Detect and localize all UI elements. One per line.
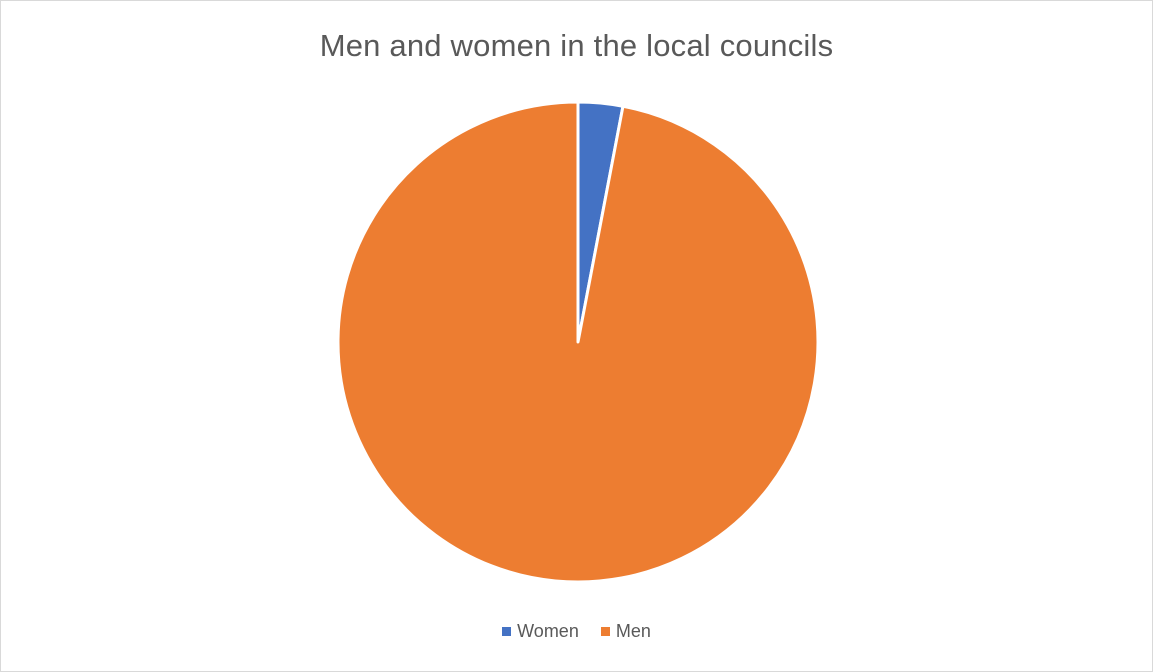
legend-label-women: Women (517, 621, 579, 641)
legend-item-men: Men (600, 621, 651, 642)
legend-swatch-men (600, 627, 610, 636)
pie-slice-men (336, 100, 820, 584)
legend-label-men: Men (615, 621, 651, 641)
legend-swatch-women (502, 627, 512, 636)
legend-item-women: Women (502, 621, 579, 642)
pie-slices (336, 100, 820, 584)
chart-title: Men and women in the local councils (319, 28, 834, 63)
legend: Women Men (0, 621, 1153, 642)
